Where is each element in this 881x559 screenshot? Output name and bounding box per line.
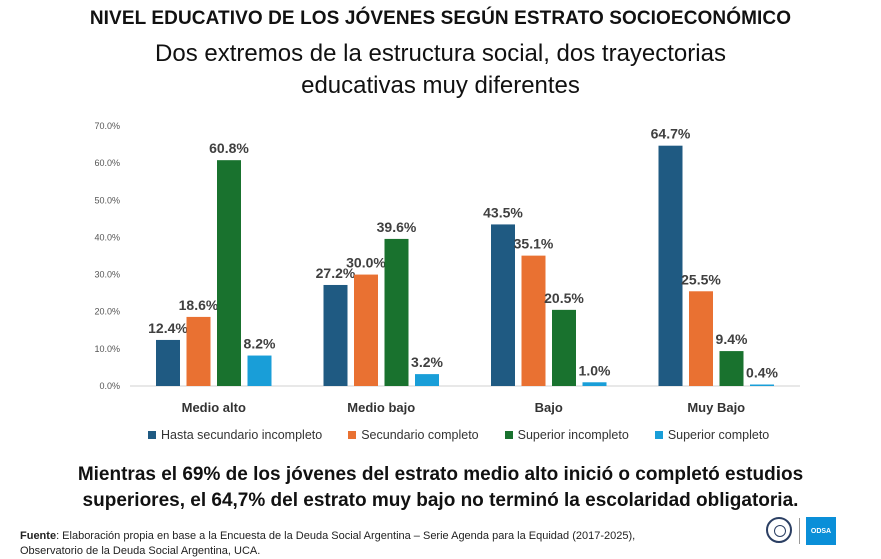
bar	[323, 284, 348, 386]
category-label: Muy Bajo	[687, 400, 745, 415]
legend-swatch-4	[654, 431, 663, 439]
conclusion-line-1: Mientras el 69% de los jóvenes del estra…	[77, 464, 804, 485]
chart-subtitle: Dos extremos de la estructura social, do…	[0, 38, 881, 102]
legend-item-superior-completo: Superior completo	[654, 428, 770, 442]
legend-label-3: Superior incompleto	[517, 428, 629, 442]
bar	[719, 351, 744, 386]
source-line-1: : Elaboración propia en base a la Encues…	[56, 530, 636, 542]
category-label: Medio bajo	[347, 400, 415, 415]
category-label: Bajo	[535, 400, 563, 415]
source-line-2: Observatorio de la Deuda Social Argentin…	[20, 545, 261, 557]
data-label: 0.4%	[746, 365, 778, 381]
category-label: Medio alto	[182, 400, 246, 415]
data-label: 30.0%	[346, 255, 386, 271]
subtitle-line-1: Dos extremos de la estructura social, do…	[155, 40, 726, 67]
bar	[689, 291, 713, 386]
legend-item-secundario-completo: Secundario completo	[348, 428, 479, 442]
subtitle-line-2: educativas muy diferentes	[301, 72, 580, 99]
y-tick-label: 50.0%	[94, 195, 120, 205]
legend-label-4: Superior completo	[667, 428, 770, 442]
bar	[582, 382, 607, 386]
uca-seal-logo	[766, 517, 792, 543]
data-label: 3.2%	[411, 354, 443, 370]
bar	[658, 145, 683, 386]
source-note: Fuente: Elaboración propia en base a la …	[20, 529, 720, 559]
conclusion-line-2: superiores, el 64,7% del estrato muy baj…	[82, 490, 799, 511]
y-tick-label: 20.0%	[94, 307, 120, 317]
bar	[552, 309, 576, 386]
legend-swatch-1	[148, 431, 156, 439]
data-label: 8.2%	[244, 336, 276, 352]
data-label: 64.7%	[651, 126, 691, 142]
bar	[186, 316, 211, 386]
data-label: 20.5%	[544, 290, 584, 306]
bar	[384, 238, 409, 386]
logo-divider	[799, 518, 800, 544]
data-label: 60.8%	[209, 140, 249, 156]
chart-legend: Hasta secundario incompleto Secundario c…	[148, 428, 769, 442]
bar	[491, 224, 515, 386]
legend-label-1: Hasta secundario incompleto	[161, 428, 323, 442]
data-label: 43.5%	[483, 204, 523, 220]
bar	[354, 274, 378, 386]
data-label: 9.4%	[716, 331, 748, 347]
odsa-logo: ODSA	[806, 517, 836, 545]
chart-title: NIVEL EDUCATIVO DE LOS JÓVENES SEGÚN EST…	[89, 8, 792, 29]
y-tick-label: 60.0%	[94, 158, 120, 168]
source-label: Fuente	[20, 530, 57, 542]
bar	[415, 374, 439, 386]
bar	[521, 255, 546, 386]
conclusion-text: Mientras el 69% de los jóvenes del estra…	[0, 462, 881, 514]
bar	[217, 160, 241, 386]
data-label: 12.4%	[148, 320, 188, 336]
data-label: 1.0%	[579, 362, 611, 378]
y-tick-label: 0.0%	[99, 381, 120, 391]
legend-item-superior-incompleto: Superior incompleto	[504, 428, 629, 442]
y-tick-label: 30.0%	[94, 270, 120, 280]
data-label: 27.2%	[316, 265, 356, 281]
bar	[750, 384, 774, 386]
data-label: 39.6%	[377, 219, 417, 235]
legend-swatch-3	[504, 431, 513, 439]
bar	[247, 355, 272, 386]
bar-chart: 0.0% 10.0% 20.0% 30.0% 40.0% 50.0% 60.0% 70.0% 1…	[94, 121, 800, 415]
legend-item-hasta-secundario-incompleto: Hasta secundario incompleto	[148, 428, 322, 442]
y-tick-label: 70.0%	[94, 121, 120, 131]
legend-swatch-2	[348, 431, 357, 439]
y-tick-label: 10.0%	[94, 344, 120, 354]
data-label: 18.6%	[179, 297, 219, 313]
bar	[156, 339, 180, 386]
data-label: 35.1%	[514, 236, 554, 252]
legend-label-2: Secundario completo	[361, 428, 479, 442]
data-label: 25.5%	[681, 271, 721, 287]
y-tick-label: 40.0%	[94, 232, 120, 242]
